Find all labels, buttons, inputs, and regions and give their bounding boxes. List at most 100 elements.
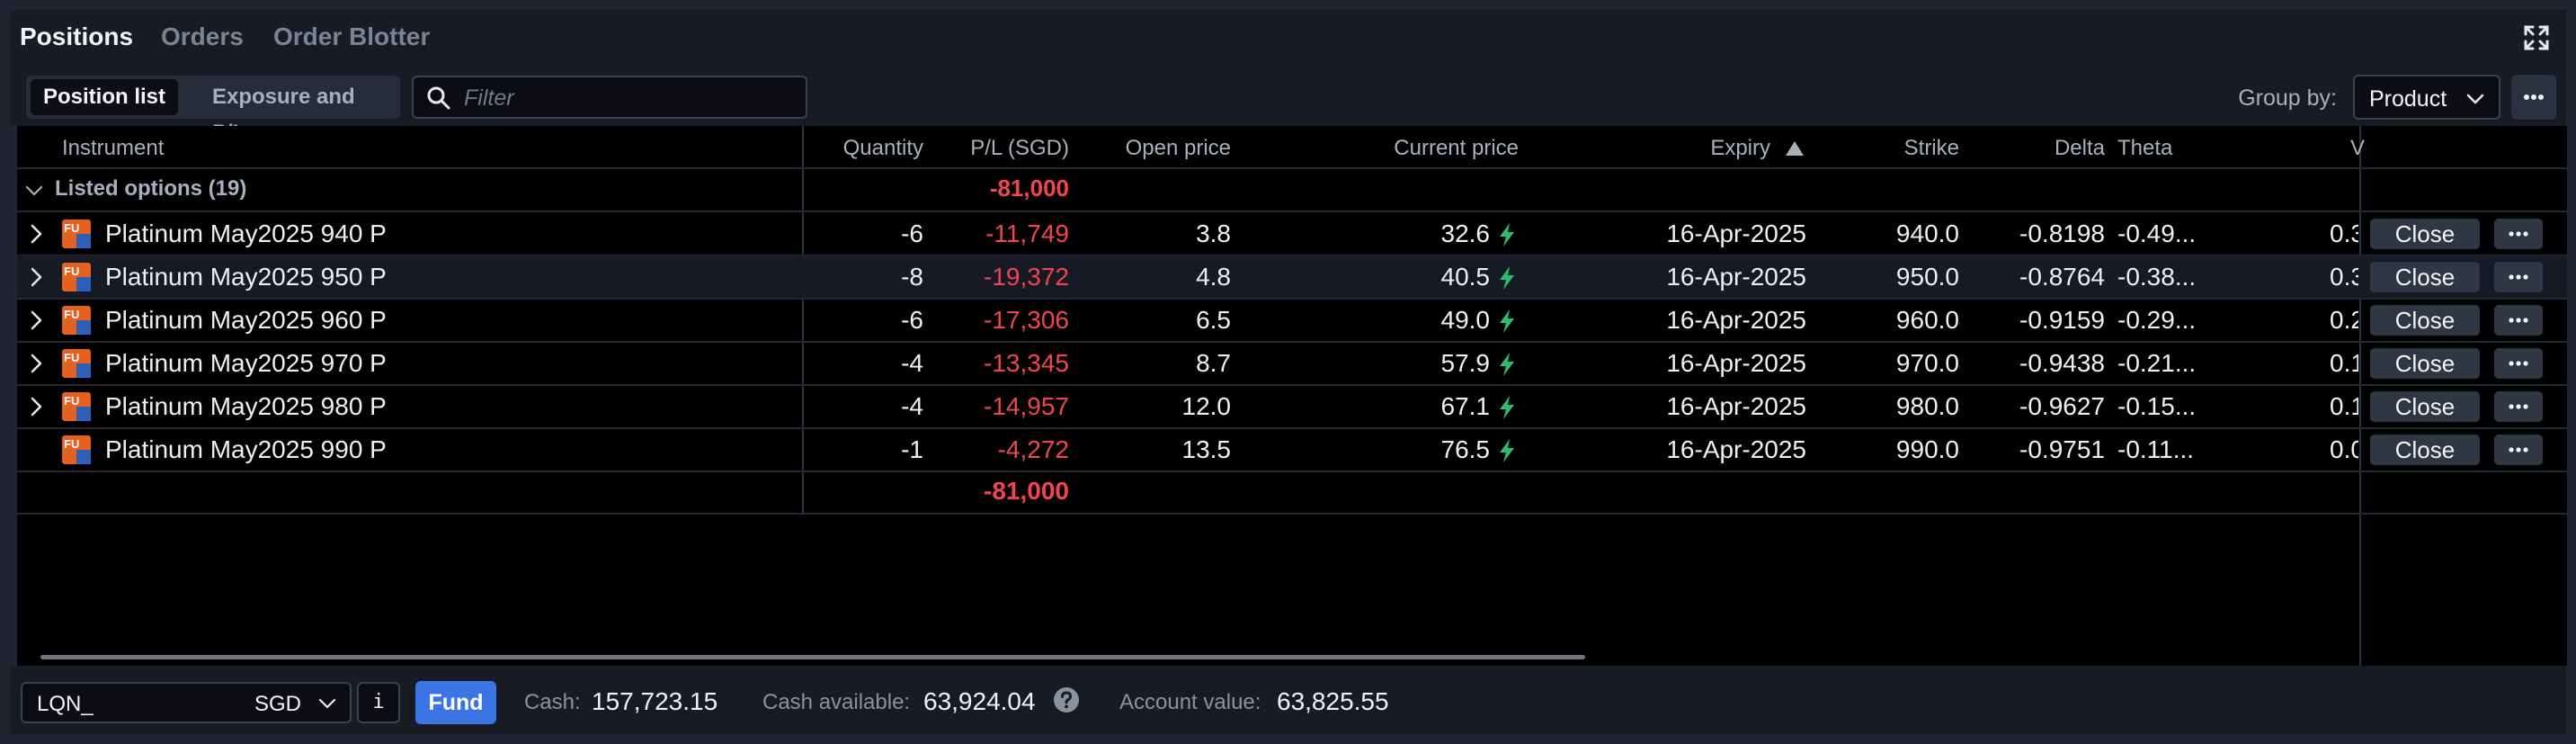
open-price-cell: 3.8 (1196, 220, 1231, 247)
row-more-button[interactable] (2494, 391, 2543, 422)
close-position-button[interactable]: Close (2370, 219, 2480, 249)
instrument-name: Platinum May2025 940 P (105, 220, 387, 247)
filter-field[interactable] (412, 76, 807, 119)
row-more-button[interactable] (2494, 348, 2543, 379)
group-row-label[interactable]: Listed options (19) (55, 176, 247, 201)
chevron-down-icon[interactable] (24, 181, 44, 201)
positions-toolbar: Position list Exposure and P/L Group by:… (10, 67, 2566, 145)
open-price-cell: 6.5 (1196, 306, 1231, 334)
current-price-cell: 49.0 (1440, 306, 1491, 334)
pl-cell: -14,957 (984, 392, 1069, 420)
account-name: LQN_ (37, 692, 94, 716)
delta-cell: -0.9751 (2019, 435, 2105, 463)
account-select[interactable]: LQN_ SGD (21, 682, 352, 723)
row-divider (17, 298, 2567, 300)
tab-order-blotter[interactable]: Order Blotter (273, 22, 431, 50)
tab-positions[interactable]: Positions (20, 22, 134, 50)
col-header-delta[interactable]: Delta (2054, 136, 2105, 160)
instrument-name: Platinum May2025 990 P (105, 435, 387, 463)
instrument-icon-text: FU (64, 437, 79, 451)
chevron-right-icon[interactable] (25, 309, 47, 331)
col-header-open-price[interactable]: Open price (1125, 136, 1231, 160)
delta-cell: -0.9627 (2019, 392, 2105, 420)
expiry-cell: 16-Apr-2025 (1666, 306, 1806, 334)
quantity-cell: -4 (901, 392, 923, 420)
close-position-button[interactable]: Close (2370, 348, 2480, 379)
toolbar-more-button[interactable] (2511, 75, 2556, 120)
close-position-button[interactable]: Close (2370, 262, 2480, 292)
expiry-cell: 16-Apr-2025 (1666, 263, 1806, 291)
col-header-expiry[interactable]: Expiry (1710, 136, 1770, 160)
theta-cell: -0.38... (2117, 263, 2197, 291)
strike-cell: 950.0 (1895, 263, 1959, 291)
sort-ascending-icon[interactable] (1785, 139, 1805, 157)
more-horizontal-icon (2509, 404, 2528, 409)
instrument-icon-text: FU (64, 394, 79, 408)
filter-input[interactable] (464, 83, 797, 113)
expiry-cell: 16-Apr-2025 (1666, 220, 1806, 247)
col-header-current-price[interactable]: Current price (1394, 136, 1519, 160)
col-header-quantity[interactable]: Quantity (842, 136, 923, 160)
row-divider (17, 341, 2567, 343)
col-header-instrument[interactable]: Instrument (62, 136, 165, 160)
tab-orders[interactable]: Orders (161, 22, 244, 50)
group-pl-total: -81,000 (989, 175, 1069, 202)
fund-button[interactable]: Fund (415, 681, 496, 724)
account-value-label: Account value: (1119, 690, 1261, 714)
close-position-button[interactable]: Close (2370, 305, 2480, 336)
instrument-name: Platinum May2025 980 P (105, 392, 387, 420)
instrument-icon-text: FU (64, 221, 79, 235)
table-row[interactable] (17, 255, 2567, 299)
col-header-pl[interactable]: P/L (SGD) (970, 136, 1069, 160)
chevron-right-icon[interactable] (25, 223, 47, 245)
future-instrument-icon: FU (62, 349, 91, 378)
open-price-cell: 13.5 (1181, 435, 1232, 463)
tab-position-list[interactable]: Position list (31, 79, 179, 115)
lightning-bolt-icon (1500, 266, 1514, 290)
chevron-right-icon[interactable] (25, 396, 47, 417)
instrument-icon-text: FU (64, 308, 79, 321)
pl-cell: -11,749 (985, 220, 1069, 247)
chevron-right-icon[interactable] (25, 266, 47, 288)
col-header-theta[interactable]: Theta (2117, 136, 2173, 160)
total-divider (17, 513, 2567, 515)
pl-cell: -17,306 (984, 306, 1069, 334)
instrument-name: Platinum May2025 950 P (105, 263, 387, 291)
chevron-right-icon[interactable] (25, 353, 47, 374)
row-more-button[interactable] (2494, 435, 2543, 465)
question-mark-icon[interactable] (1053, 686, 1080, 713)
future-instrument-icon: FU (62, 435, 91, 464)
chevron-down-icon (2466, 94, 2484, 104)
cash-label: Cash: (524, 690, 581, 714)
row-divider (17, 211, 2567, 212)
row-divider (17, 427, 2567, 429)
expiry-cell: 16-Apr-2025 (1666, 349, 1806, 377)
positions-grid: Instrument Quantity P/L (SGD) Open price… (17, 126, 2567, 666)
account-info-button[interactable]: i (357, 682, 400, 723)
strike-cell: 980.0 (1895, 392, 1959, 420)
future-instrument-icon: FU (62, 392, 91, 421)
row-more-button[interactable] (2494, 219, 2543, 249)
theta-cell: -0.15... (2117, 392, 2197, 420)
close-position-button[interactable]: Close (2370, 391, 2480, 422)
horizontal-scrollbar[interactable] (40, 655, 1585, 659)
expiry-cell: 16-Apr-2025 (1666, 435, 1806, 463)
vega-cell: 0.22 (2330, 306, 2358, 334)
col-header-vega[interactable]: V (2350, 136, 2366, 160)
row-more-button[interactable] (2494, 262, 2543, 292)
close-position-button[interactable]: Close (2370, 435, 2480, 465)
account-value: 63,825.55 (1277, 687, 1389, 715)
open-price-cell: 4.8 (1196, 263, 1231, 291)
current-price-cell: 67.1 (1440, 392, 1491, 420)
vega-cell: 0.16 (2330, 349, 2358, 377)
more-horizontal-icon (2509, 318, 2528, 323)
lightning-bolt-icon (1500, 439, 1514, 462)
grand-total-pl: -81,000 (984, 477, 1069, 505)
more-horizontal-icon (2509, 231, 2528, 237)
row-more-button[interactable] (2494, 305, 2543, 336)
tab-exposure-pl[interactable]: Exposure and P/L (212, 85, 355, 145)
expand-icon[interactable] (2523, 24, 2550, 51)
account-currency: SGD (254, 692, 302, 716)
group-by-select[interactable]: Product (2353, 75, 2500, 120)
col-header-strike[interactable]: Strike (1903, 136, 1959, 160)
